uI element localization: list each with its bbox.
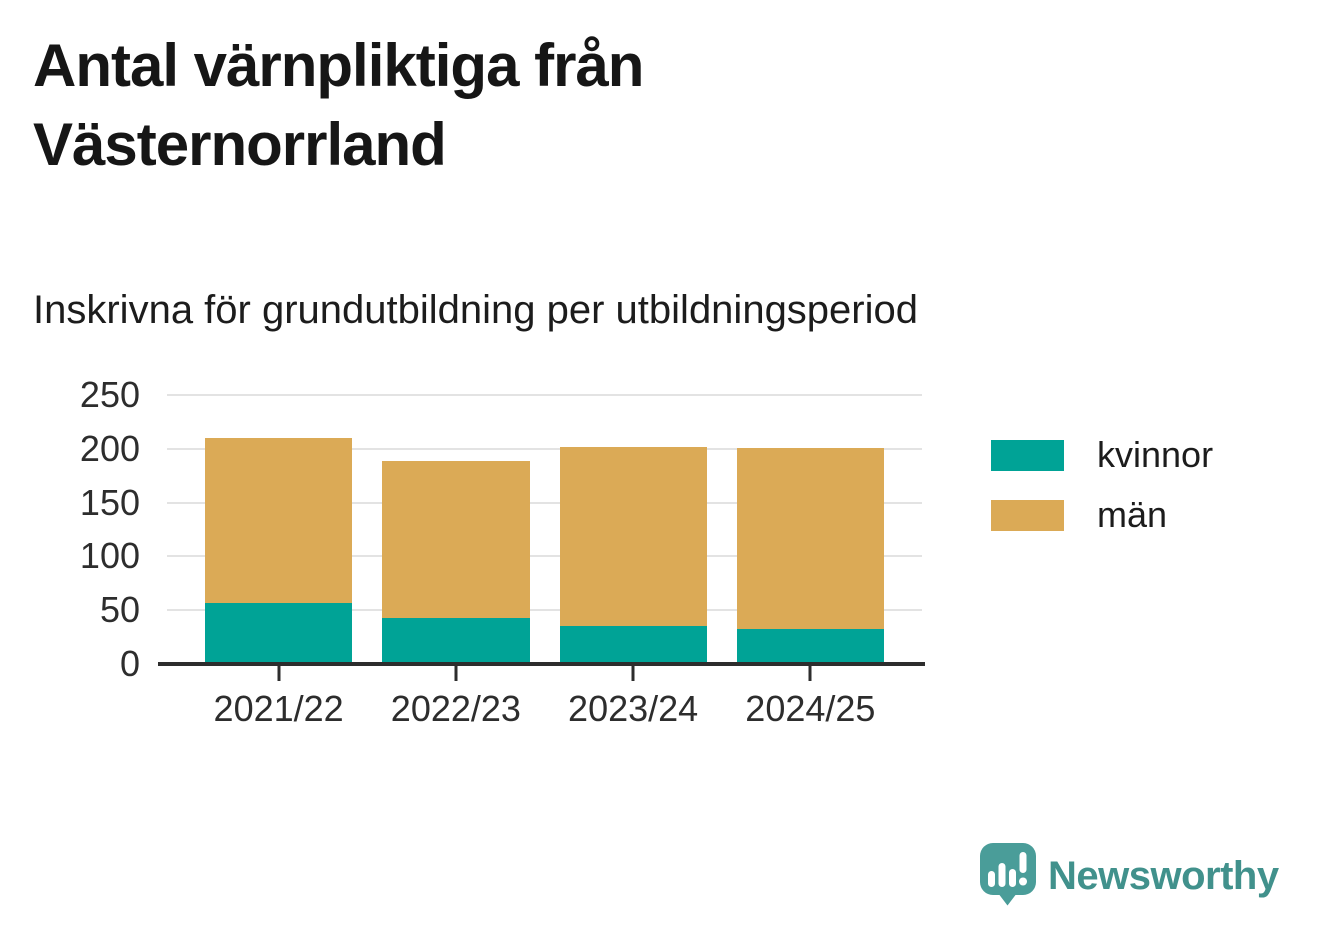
y-tick-label-100: 100	[79, 535, 140, 577]
gridline-150	[167, 501, 922, 504]
bar-segment-2021/22-män	[205, 438, 353, 603]
newsworthy-logo-icon	[980, 843, 1036, 906]
x-tick-label-2023/24: 2023/24	[568, 688, 699, 729]
gridline-250	[167, 394, 922, 396]
legend-swatch-kvinnor	[991, 439, 1064, 471]
x-axis-ticks	[167, 666, 922, 681]
x-tick-2021/22	[277, 666, 281, 681]
bar-segment-2023/24-män	[559, 446, 707, 627]
bar-segment-2022/23-män	[382, 460, 530, 618]
chart-subtitle: Inskrivna för grundutbildning per utbild…	[33, 288, 918, 332]
x-tick-2022/23	[454, 666, 458, 681]
plot-area	[167, 394, 922, 664]
legend-item-man: män	[991, 497, 1213, 533]
legend-item-kvinnor: kvinnor	[991, 437, 1213, 473]
legend: kvinnor män	[991, 437, 1213, 557]
bar-segment-2024/25-kvinnor	[736, 628, 884, 664]
y-tick-label-150: 150	[79, 481, 140, 523]
bar-segment-2021/22-kvinnor	[205, 602, 353, 664]
x-tick-2023/24	[631, 666, 635, 681]
bar-segment-2023/24-kvinnor	[559, 626, 707, 664]
legend-label-man: män	[1097, 494, 1168, 535]
x-tick-label-2022/23: 2022/23	[390, 688, 521, 729]
x-axis-line	[158, 662, 925, 666]
x-axis-labels: 2021/22 2022/23 2023/24 2024/25	[167, 688, 922, 729]
y-tick-label-250: 250	[79, 374, 140, 415]
brand-text: Newsworthy	[1048, 854, 1279, 898]
y-tick-label-0: 0	[119, 643, 140, 684]
y-tick-label-50: 50	[99, 589, 140, 631]
y-axis: 0 50 100 150 200 250	[50, 377, 140, 682]
gridline-100	[167, 555, 922, 558]
bar-segment-2024/25-män	[736, 447, 884, 629]
chart-title: Antal värnpliktiga från Västernorrland	[33, 32, 644, 179]
gridline-200	[167, 447, 922, 450]
y-tick-label-200: 200	[79, 427, 140, 469]
gridline-50	[167, 609, 922, 612]
legend-label-kvinnor: kvinnor	[1097, 434, 1214, 475]
brand-footer: Newsworthy	[979, 842, 1279, 910]
x-tick-label-2021/22: 2021/22	[213, 688, 344, 729]
bar-segment-2022/23-kvinnor	[382, 617, 530, 664]
legend-swatch-man	[991, 499, 1064, 531]
x-tick-2024/25	[808, 666, 812, 681]
x-tick-label-2024/25: 2024/25	[745, 688, 876, 729]
